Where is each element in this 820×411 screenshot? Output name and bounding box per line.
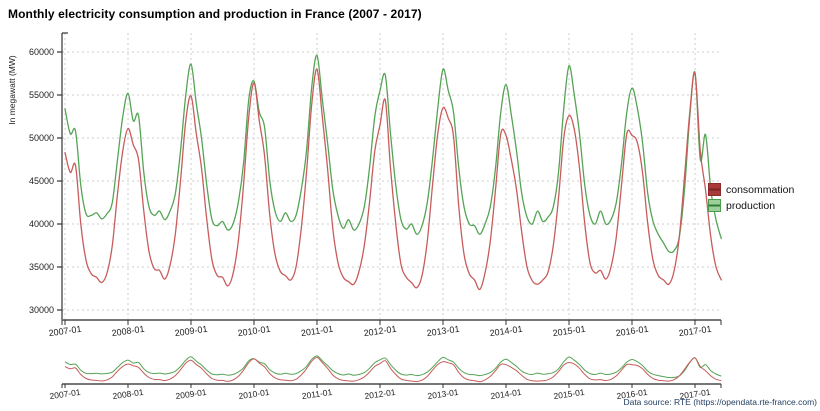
navigator-tick-label: 2013-01 bbox=[427, 387, 460, 401]
x-tick-label: 2008-01 bbox=[111, 324, 145, 338]
x-tick-label: 2010-01 bbox=[237, 324, 271, 338]
navigator-tick-label: 2010-01 bbox=[238, 387, 271, 401]
navigator-tick-label: 2012-01 bbox=[364, 387, 397, 401]
navigator-tick-label: 2011-01 bbox=[301, 387, 333, 401]
legend-item-consommation[interactable]: consommation bbox=[708, 183, 794, 196]
x-tick-label: 2011-01 bbox=[300, 324, 333, 338]
x-tick-label: 2012-01 bbox=[363, 324, 397, 338]
production-line bbox=[64, 54, 722, 254]
navigator-tick-label: 2017-01 bbox=[679, 387, 712, 401]
y-axis-title: In megawatt (MW) bbox=[7, 55, 17, 125]
legend: consommation production bbox=[708, 183, 794, 215]
x-tick-label: 2015-01 bbox=[552, 324, 586, 338]
legend-item-production[interactable]: production bbox=[708, 199, 794, 212]
y-tick-label: 35000 bbox=[29, 262, 54, 272]
y-tick-label: 50000 bbox=[29, 133, 54, 143]
navigator-consommation-line bbox=[64, 356, 722, 383]
navigator-tick-label: 2015-01 bbox=[553, 387, 586, 401]
y-tick-label: 55000 bbox=[29, 90, 54, 100]
navigator-tick-label: 2009-01 bbox=[175, 387, 208, 401]
navigator-production-line bbox=[64, 355, 722, 379]
x-tick-label: 2009-01 bbox=[174, 324, 208, 338]
y-tick-label: 45000 bbox=[29, 176, 54, 186]
production-swatch-icon bbox=[708, 199, 721, 212]
x-tick-label: 2016-01 bbox=[615, 324, 649, 338]
navigator-area[interactable] bbox=[62, 352, 721, 386]
legend-label-production: production bbox=[726, 199, 776, 212]
navigator-tick-label: 2007-01 bbox=[49, 387, 82, 401]
chart-title: Monthly electricity consumption and prod… bbox=[8, 7, 422, 21]
navigator-tick-label: 2016-01 bbox=[616, 387, 649, 401]
y-tick-label: 30000 bbox=[29, 305, 54, 315]
y-tick-label: 60000 bbox=[29, 47, 54, 57]
consommation-swatch-icon bbox=[708, 183, 721, 196]
x-tick-label: 2013-01 bbox=[426, 324, 460, 338]
legend-label-consommation: consommation bbox=[726, 183, 795, 196]
x-tick-label: 2014-01 bbox=[489, 324, 523, 338]
main-plot-area[interactable] bbox=[62, 33, 721, 320]
navigator-tick-label: 2014-01 bbox=[490, 387, 523, 401]
data-source-note: Data source: RTE (https://opendata.rte-f… bbox=[623, 397, 817, 407]
y-tick-label: 40000 bbox=[29, 219, 54, 229]
x-tick-label: 2017-01 bbox=[678, 324, 712, 338]
consommation-line bbox=[64, 68, 722, 291]
x-tick-label: 2007-01 bbox=[48, 324, 82, 338]
navigator-tick-label: 2008-01 bbox=[112, 387, 145, 401]
